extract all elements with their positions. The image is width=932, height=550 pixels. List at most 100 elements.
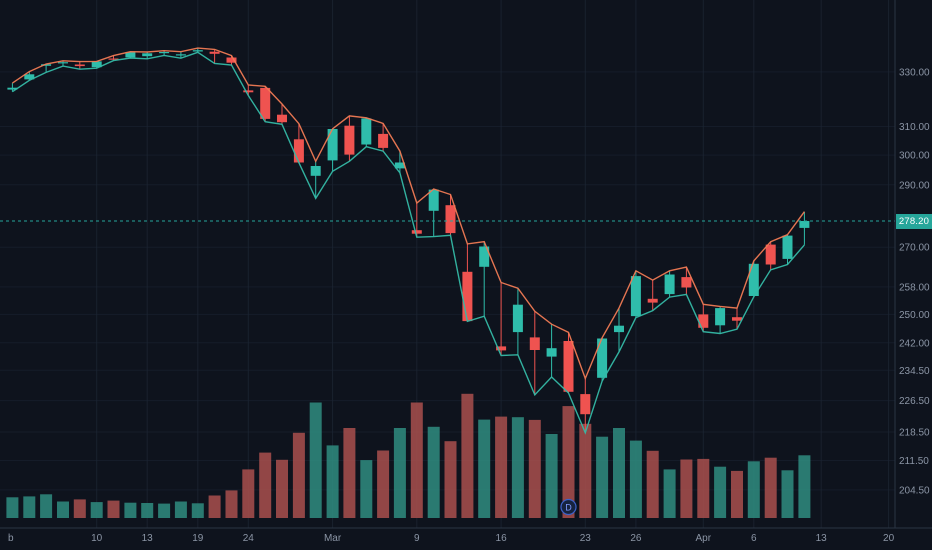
volume-bar[interactable] (158, 503, 171, 518)
candle[interactable] (125, 52, 136, 58)
volume-bar[interactable] (242, 469, 255, 518)
volume-bar[interactable] (478, 419, 491, 518)
volume-bar[interactable] (511, 417, 524, 518)
volume-bar[interactable] (427, 426, 440, 518)
candle[interactable] (664, 274, 675, 295)
volume-bar[interactable] (444, 441, 457, 518)
candle[interactable] (496, 346, 507, 351)
volume-bar[interactable] (528, 419, 541, 518)
volume-bar[interactable] (292, 432, 305, 518)
candle[interactable] (260, 87, 271, 119)
candle[interactable] (24, 74, 35, 80)
candle[interactable] (344, 125, 355, 155)
volume-bar[interactable] (798, 455, 811, 518)
volume-bar[interactable] (731, 470, 743, 518)
candle[interactable] (428, 189, 439, 211)
candle[interactable] (310, 166, 321, 176)
volume-bar[interactable] (579, 423, 592, 518)
volume-bar[interactable] (545, 434, 558, 518)
candle[interactable] (597, 338, 608, 378)
volume-bar[interactable] (191, 503, 204, 518)
volume-bar[interactable] (461, 393, 474, 518)
candle[interactable] (277, 114, 287, 123)
volume-bar[interactable] (174, 501, 187, 519)
candle[interactable] (293, 139, 304, 163)
candle[interactable] (546, 348, 557, 357)
candle[interactable] (715, 308, 726, 326)
volume-bar[interactable] (360, 460, 373, 518)
candle[interactable] (765, 244, 776, 265)
volume-bar[interactable] (343, 428, 356, 518)
price-axis[interactable]: 330.00 310.00 300.00 290.00 270.00 258.00 250.… (899, 67, 930, 496)
candle[interactable] (529, 337, 540, 350)
candle[interactable] (563, 341, 574, 392)
candle[interactable] (512, 304, 523, 333)
candle[interactable] (445, 205, 456, 234)
volume-bar[interactable] (781, 470, 794, 518)
volume-bar[interactable] (596, 436, 609, 518)
volume-bar[interactable] (629, 440, 642, 518)
volume-bar[interactable] (124, 502, 137, 518)
volume-bar[interactable] (57, 501, 69, 519)
volume-bar[interactable] (377, 450, 390, 519)
candle[interactable] (108, 58, 119, 60)
candle[interactable] (74, 64, 85, 67)
volume-bar[interactable] (141, 503, 154, 518)
candle[interactable] (799, 221, 810, 228)
volume-bar[interactable] (393, 428, 406, 518)
candle[interactable] (614, 325, 624, 333)
candle[interactable] (243, 90, 254, 93)
volume-bar[interactable] (697, 458, 710, 518)
candle[interactable] (41, 64, 52, 66)
candle[interactable] (226, 57, 237, 63)
candle[interactable] (580, 394, 591, 415)
candle[interactable] (411, 230, 422, 234)
volume-bar[interactable] (309, 402, 322, 519)
volume-bar[interactable] (276, 459, 288, 518)
volume-bar[interactable] (225, 490, 238, 518)
candle[interactable] (394, 162, 405, 169)
candle[interactable] (175, 54, 186, 56)
candle[interactable] (782, 235, 793, 259)
volume-bar[interactable] (90, 502, 103, 518)
candle[interactable] (732, 317, 742, 321)
volume-bar[interactable] (326, 445, 339, 518)
volume-bar[interactable] (6, 497, 19, 518)
volume-bar[interactable] (613, 428, 625, 518)
volume-bar[interactable] (495, 416, 508, 518)
volume-bar[interactable] (714, 466, 727, 518)
candle[interactable] (647, 298, 658, 303)
candle[interactable] (698, 314, 709, 328)
dividend-marker[interactable]: D (560, 498, 577, 516)
volume-bar[interactable] (646, 450, 659, 518)
candle[interactable] (7, 87, 18, 90)
volume-bar[interactable] (208, 495, 221, 519)
volume-bar[interactable] (410, 402, 423, 519)
volume-bar[interactable] (680, 459, 693, 519)
volume-bar[interactable] (107, 500, 120, 518)
candle[interactable] (378, 133, 389, 148)
candle[interactable] (142, 53, 153, 57)
volume-bar[interactable] (663, 469, 676, 518)
candle[interactable] (630, 276, 641, 317)
candle[interactable] (91, 61, 102, 68)
volume-bar[interactable] (73, 499, 86, 518)
volume-bar[interactable] (747, 461, 760, 518)
volume-bar[interactable] (23, 496, 36, 518)
volume-bar[interactable] (40, 494, 53, 518)
candle[interactable] (361, 118, 372, 145)
volume-bar[interactable] (259, 452, 272, 518)
candle[interactable] (159, 52, 170, 54)
candle[interactable] (462, 271, 473, 322)
volume-bar[interactable] (562, 406, 575, 518)
candle[interactable] (748, 263, 759, 296)
time-axis[interactable]: b 10 13 19 24 Mar 9 16 23 26 Apr 6 13 20 (8, 533, 895, 544)
candle[interactable] (58, 62, 68, 64)
candle[interactable] (681, 277, 692, 288)
candle[interactable] (209, 51, 220, 54)
candle[interactable] (192, 50, 203, 52)
candle[interactable] (327, 129, 338, 161)
candle[interactable] (479, 246, 490, 267)
volume-bar[interactable] (764, 457, 777, 518)
